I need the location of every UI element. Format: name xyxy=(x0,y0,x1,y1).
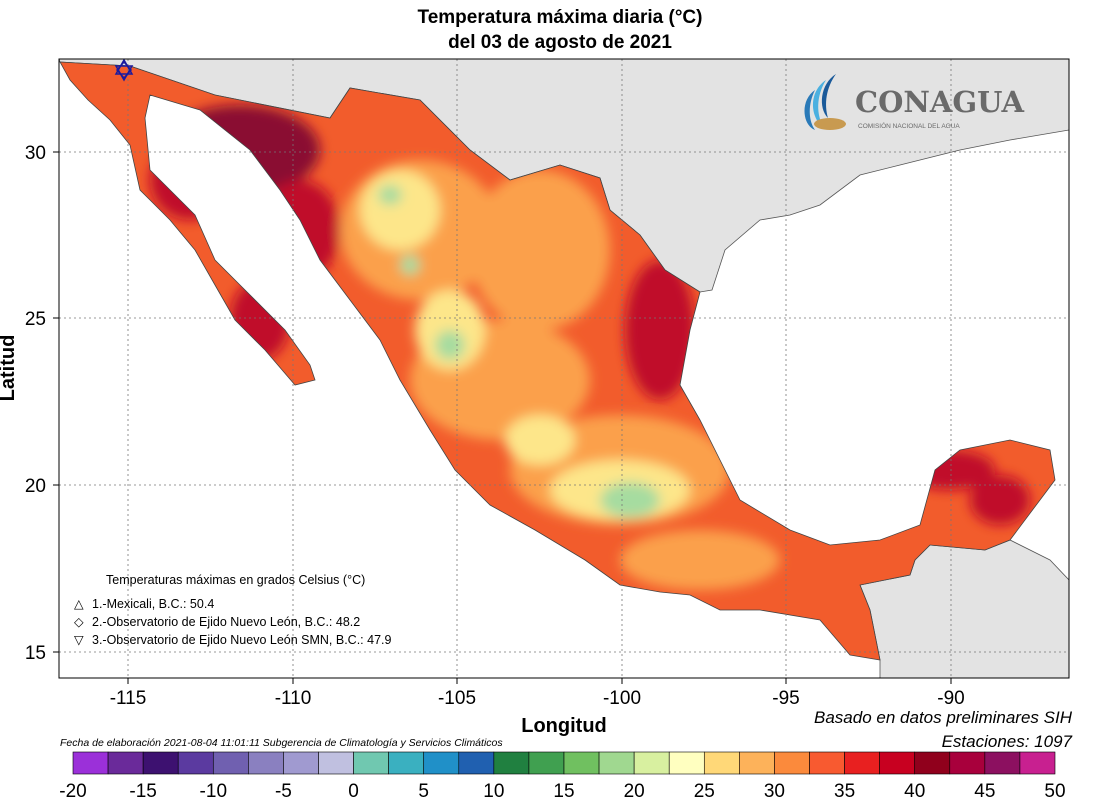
colorbar-tick-label: 40 xyxy=(904,781,925,800)
colorbar-tick-label: -5 xyxy=(275,781,292,800)
colorbar-tick-label: 45 xyxy=(974,781,995,800)
colorbar-swatch xyxy=(668,751,705,775)
colorbar-tick-label: 10 xyxy=(483,781,504,800)
axis-ticks xyxy=(53,151,952,684)
colorbar-swatch xyxy=(633,751,670,775)
colorbar-swatch xyxy=(914,751,951,775)
stations-count: Estaciones: 1097 xyxy=(941,732,1072,751)
colorbar-swatch xyxy=(72,751,109,775)
colorbar-swatch xyxy=(107,751,144,775)
colorbar-swatch xyxy=(318,751,354,775)
colorbar-swatch xyxy=(248,751,284,775)
colorbar-tick-label: -20 xyxy=(59,781,86,800)
colorbar-tick-label: 25 xyxy=(694,781,715,800)
colorbar-swatch xyxy=(177,751,214,775)
map-title-line2: del 03 de agosto de 2021 xyxy=(448,32,672,53)
colorbar-swatch xyxy=(283,751,319,775)
colorbar-labels: -20 -15 -10 -5 0 5 10 15 20 25 30 35 40 45 50 xyxy=(59,781,1065,800)
x-tick-label: -95 xyxy=(772,688,799,709)
y-tick-label: 25 xyxy=(25,309,46,330)
colorbar-swatch xyxy=(809,751,845,775)
y-tick-label: 20 xyxy=(25,476,46,497)
x-tick-label: -110 xyxy=(275,688,312,709)
colorbar-swatch xyxy=(388,751,425,775)
colorbar-tick-label: -10 xyxy=(200,781,227,800)
colorbar-swatch xyxy=(528,751,565,775)
colorbar-swatch xyxy=(563,751,600,775)
station-markers xyxy=(114,59,134,82)
colorbar-swatch xyxy=(142,751,179,775)
logo-subtitle: COMISIÓN NACIONAL DEL AGUA xyxy=(858,121,960,130)
x-tick-label: -115 xyxy=(110,688,147,709)
logo-name: CONAGUA xyxy=(855,85,1025,119)
station-legend-title: Temperaturas máximas en grados Celsius (… xyxy=(106,573,365,587)
colorbar-tick-label: 15 xyxy=(553,781,574,800)
x-tick-label: -90 xyxy=(937,688,964,709)
colorbar-swatch xyxy=(353,751,389,775)
colorbar-swatch xyxy=(493,751,530,775)
colorbar-swatch xyxy=(949,751,986,775)
colorbar-tick-label: 0 xyxy=(348,781,359,800)
colorbar-swatch xyxy=(703,751,740,775)
x-axis-label: Longitud xyxy=(521,715,607,737)
y-axis-label: Latitud xyxy=(0,335,19,402)
colorbar-tick-label: 35 xyxy=(834,781,855,800)
station-legend: Temperaturas máximas en grados Celsius (… xyxy=(74,573,392,647)
legend-symbol: ◇ xyxy=(74,615,84,629)
colorbar-swatch xyxy=(879,751,916,775)
based-on-note: Basado en datos preliminares SIH xyxy=(814,708,1072,727)
conagua-logo: CONAGUA COMISIÓN NACIONAL DEL AGUA xyxy=(804,74,1025,130)
legend-item-text: 3.-Observatorio de Ejido Nuevo León SMN,… xyxy=(92,633,392,647)
map-title-line1: Temperatura máxima diaria (°C) xyxy=(417,7,703,28)
colorbar-tick-label: 30 xyxy=(764,781,785,800)
colorbar-swatch xyxy=(739,751,775,775)
colorbar-tick-label: -15 xyxy=(129,781,156,800)
x-tick-label: -100 xyxy=(603,688,641,709)
y-tick-label: 30 xyxy=(25,143,46,164)
fecha-elaboracion: Fecha de elaboración 2021-08-04 11:01:11… xyxy=(60,737,503,749)
colorbar-swatch xyxy=(844,751,880,775)
colorbar-tick-label: 5 xyxy=(418,781,429,800)
legend-symbol: ▽ xyxy=(74,633,84,647)
legend-item-text: 2.-Observatorio de Ejido Nuevo León, B.C… xyxy=(92,615,360,629)
colorbar xyxy=(72,751,1056,775)
colorbar-swatch xyxy=(212,751,249,775)
colorbar-swatch xyxy=(423,751,460,775)
legend-item-text: 1.-Mexicali, B.C.: 50.4 xyxy=(92,597,214,611)
y-tick-label: 15 xyxy=(25,643,46,664)
colorbar-swatch xyxy=(774,751,810,775)
legend-symbol: △ xyxy=(74,597,84,611)
logo-wave-icon xyxy=(804,90,815,130)
colorbar-swatch xyxy=(598,751,635,775)
colorbar-swatch xyxy=(984,751,1021,775)
colorbar-swatch xyxy=(458,751,495,775)
colorbar-tick-label: 50 xyxy=(1044,781,1065,800)
x-tick-label: -105 xyxy=(438,688,476,709)
colorbar-tick-label: 20 xyxy=(624,781,645,800)
graticule xyxy=(59,59,1069,678)
colorbar-swatch xyxy=(1019,751,1056,775)
